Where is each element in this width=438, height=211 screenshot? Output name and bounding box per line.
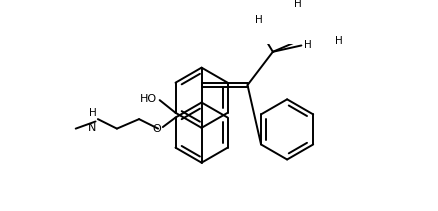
Text: H: H — [255, 15, 262, 25]
Text: H: H — [88, 108, 96, 118]
Text: N: N — [88, 123, 96, 133]
Text: H: H — [294, 0, 302, 9]
Text: H: H — [336, 36, 343, 46]
Text: H: H — [304, 41, 311, 50]
Text: HO: HO — [139, 93, 156, 104]
Text: O: O — [152, 124, 161, 134]
